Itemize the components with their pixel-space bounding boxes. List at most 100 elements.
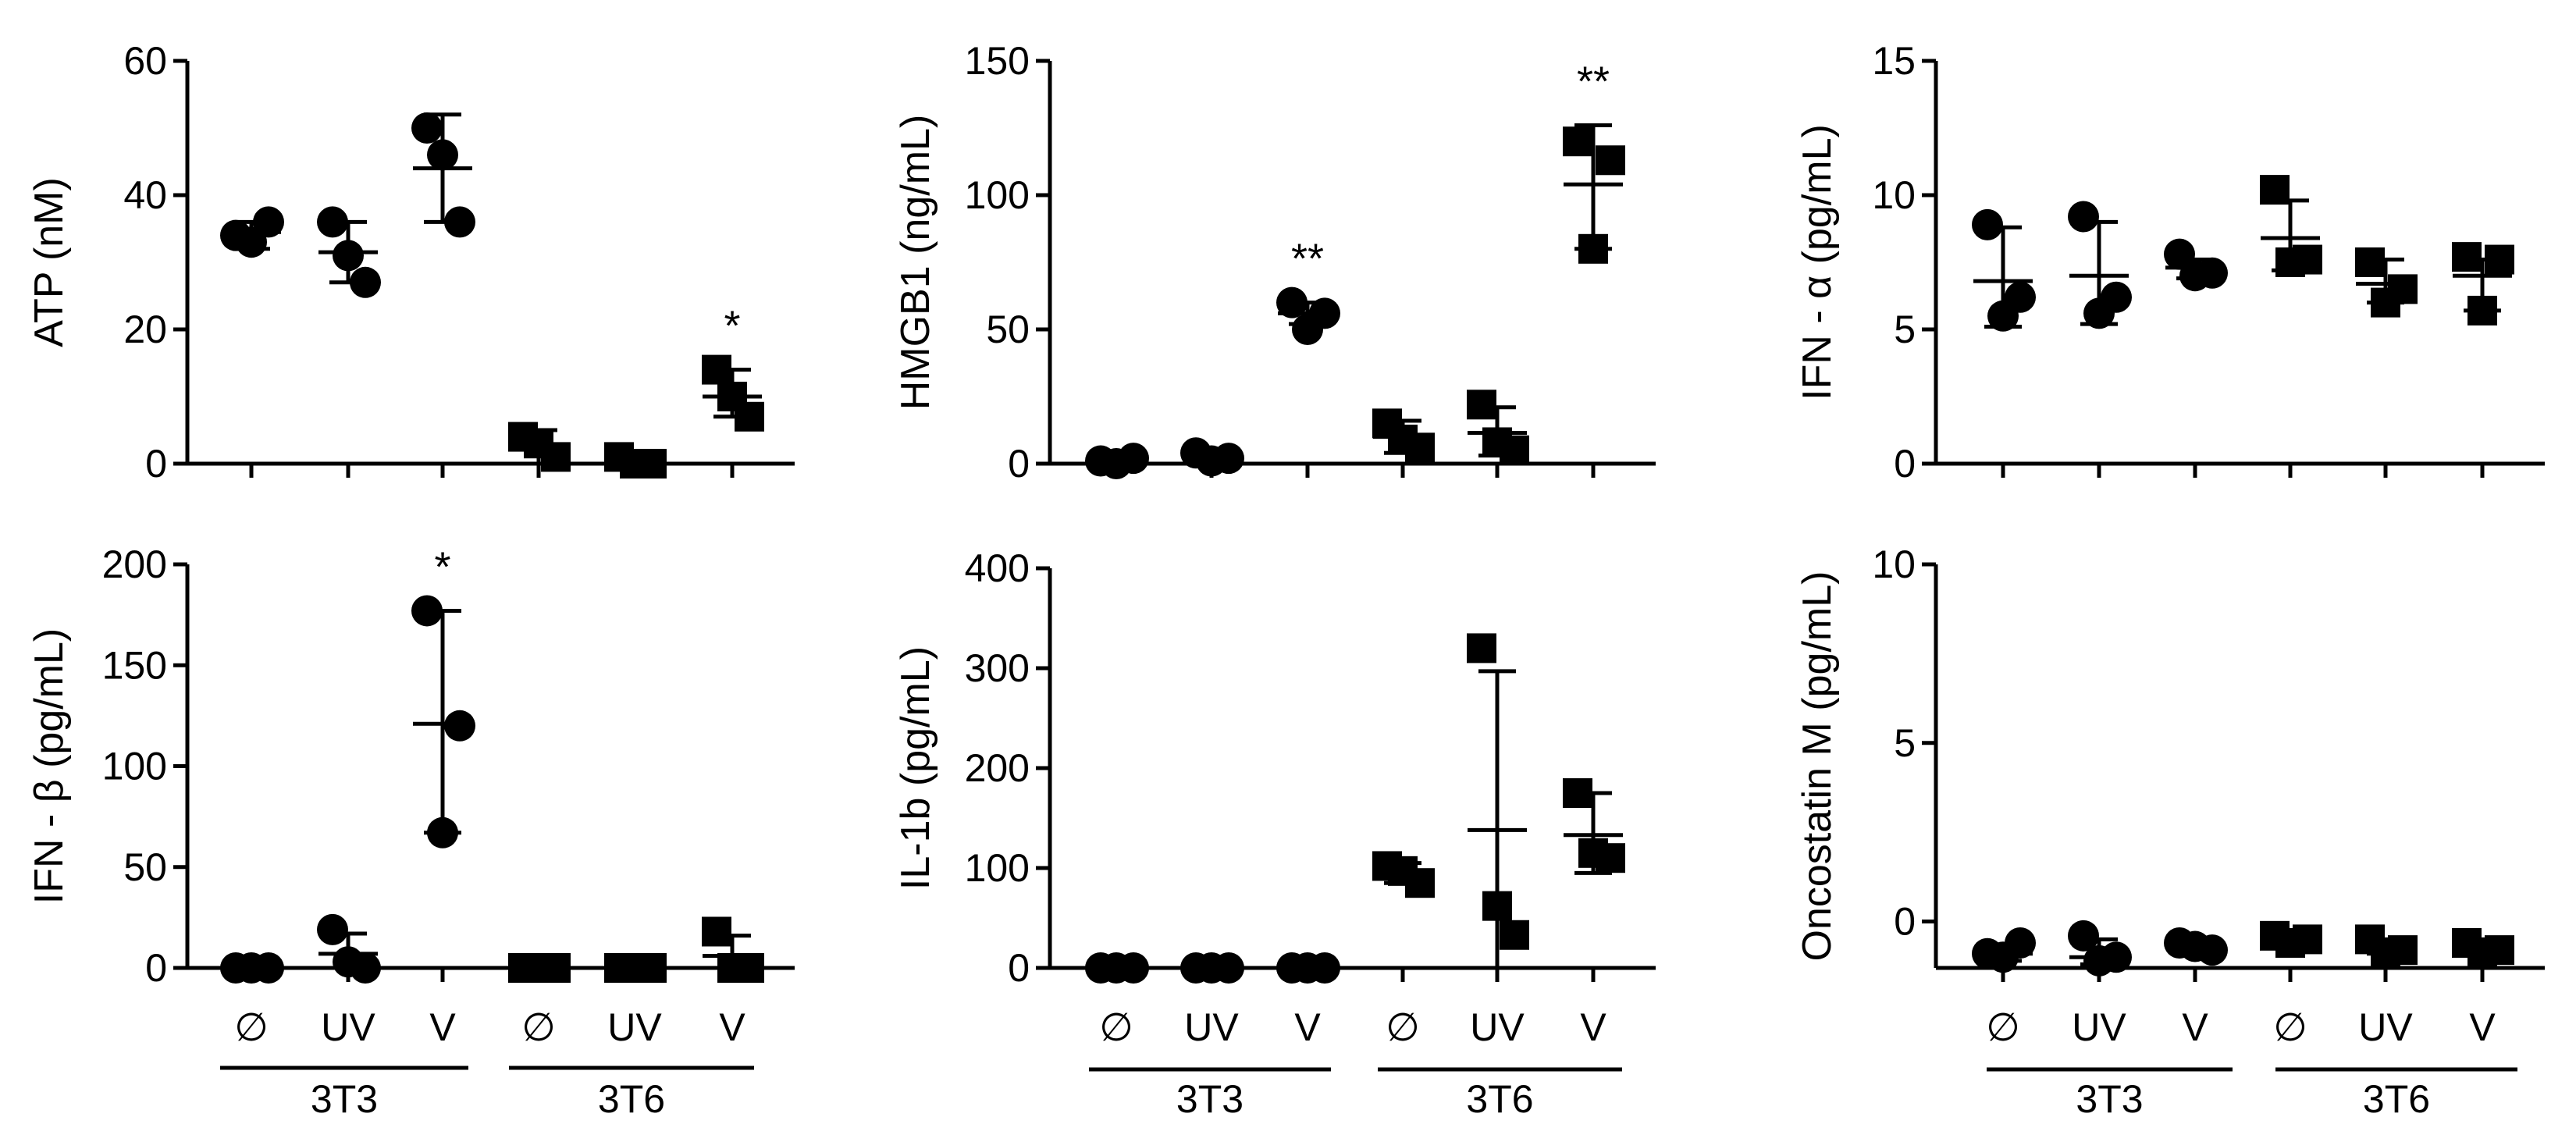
y-tick-label: 200 bbox=[102, 543, 167, 586]
data-point-square bbox=[2371, 287, 2400, 318]
x-category-label: UV bbox=[1470, 1005, 1525, 1049]
y-axis-label: IFN - α (pg/mL) bbox=[1795, 124, 1840, 400]
panel-osm: 0 5 10 Oncostatin M (pg/mL) ∅ UV V ∅ UV V 3T3 3T6 bbox=[1795, 543, 2545, 1121]
y-tick-label: 60 bbox=[123, 39, 167, 83]
data-point-square bbox=[2275, 247, 2305, 277]
data-point-circle bbox=[1276, 286, 1308, 318]
data-point-square bbox=[1388, 856, 1418, 886]
x-category-label: V bbox=[2182, 1005, 2208, 1049]
data-point-circle bbox=[2083, 945, 2115, 977]
group-label: 3T3 bbox=[2076, 1077, 2143, 1121]
data-point-square bbox=[2355, 247, 2385, 277]
data-point-square bbox=[1578, 233, 1608, 264]
y-tick-label: 150 bbox=[102, 643, 167, 687]
y-tick-label: 0 bbox=[1894, 442, 1916, 486]
data-point-square bbox=[702, 916, 731, 947]
data-point-square bbox=[1563, 126, 1592, 157]
data-point-square bbox=[2467, 938, 2497, 969]
y-tick-label: 50 bbox=[123, 845, 167, 889]
data-point-square bbox=[1388, 425, 1418, 455]
x-category-label: V bbox=[719, 1005, 745, 1049]
data-point-circle bbox=[1972, 208, 2003, 240]
data-point-square bbox=[1467, 633, 1496, 663]
data-point-square bbox=[1578, 838, 1608, 868]
data-point-circle bbox=[2083, 297, 2115, 329]
data-point-circle bbox=[2068, 920, 2099, 952]
data-point-circle bbox=[1292, 314, 1323, 345]
data-point-circle bbox=[333, 946, 364, 978]
data-point-square bbox=[2275, 927, 2305, 958]
data-point-circle bbox=[427, 139, 458, 171]
data-point-circle bbox=[1987, 300, 2019, 332]
data-point-circle bbox=[1101, 952, 1132, 984]
data-point-circle bbox=[1196, 952, 1227, 984]
y-tick-label: 100 bbox=[102, 745, 167, 788]
x-category-label: ∅ bbox=[234, 1005, 269, 1049]
x-category-label: V bbox=[1580, 1005, 1606, 1049]
y-tick-label: 10 bbox=[1872, 543, 1916, 586]
panel-ifnb: 0 50 100 150 200 IFN - β (pg/mL) ∅ UV * V ∅ UV V 3T3 3… bbox=[27, 543, 795, 1121]
data-point-square bbox=[524, 953, 553, 983]
data-point-circle bbox=[236, 952, 267, 984]
data-point-square bbox=[2371, 938, 2400, 969]
x-category-label: ∅ bbox=[2273, 1005, 2307, 1049]
y-axis-label: Oncostatin M (pg/mL) bbox=[1795, 571, 1840, 962]
x-category-label: V bbox=[2469, 1005, 2496, 1049]
data-point-square bbox=[1596, 145, 1625, 176]
y-tick-label: 100 bbox=[965, 173, 1030, 217]
x-category-label: V bbox=[429, 1005, 456, 1049]
data-point-circle bbox=[444, 710, 475, 742]
x-category-label: UV bbox=[2072, 1005, 2126, 1049]
data-point-circle bbox=[1196, 445, 1227, 477]
x-category-label: UV bbox=[321, 1005, 375, 1049]
y-tick-label: 100 bbox=[965, 846, 1030, 890]
group-label: 3T6 bbox=[1466, 1077, 1533, 1121]
y-tick-label: 400 bbox=[965, 546, 1030, 590]
y-tick-label: 5 bbox=[1894, 308, 1916, 351]
data-point-square bbox=[620, 449, 649, 479]
y-tick-label: 0 bbox=[1008, 442, 1030, 486]
data-point-circle bbox=[317, 913, 348, 945]
group-label: 3T6 bbox=[2363, 1077, 2430, 1121]
data-point-square bbox=[1467, 390, 1496, 420]
x-category-label: UV bbox=[1184, 1005, 1239, 1049]
x-category-label: UV bbox=[607, 1005, 662, 1049]
y-tick-label: 0 bbox=[1008, 946, 1030, 990]
data-point-square bbox=[2260, 175, 2290, 205]
y-tick-label: 40 bbox=[123, 173, 167, 217]
x-category-label: ∅ bbox=[1099, 1005, 1133, 1049]
y-tick-label: 200 bbox=[965, 746, 1030, 790]
data-point-circle bbox=[2164, 238, 2195, 270]
x-category-label: ∅ bbox=[521, 1005, 556, 1049]
significance-annotation: * bbox=[724, 303, 740, 350]
y-axis-label: IL-1b (pg/mL) bbox=[893, 646, 938, 890]
x-category-label: UV bbox=[2358, 1005, 2413, 1049]
significance-annotation: ** bbox=[1577, 59, 1610, 105]
y-tick-label: 15 bbox=[1872, 39, 1916, 83]
group-label: 3T3 bbox=[1176, 1077, 1244, 1121]
x-category-label: ∅ bbox=[1986, 1005, 2020, 1049]
data-point-circle bbox=[411, 595, 443, 627]
data-point-circle bbox=[444, 206, 475, 238]
y-tick-label: 5 bbox=[1894, 721, 1916, 765]
y-tick-label: 20 bbox=[123, 308, 167, 351]
y-tick-label: 0 bbox=[145, 946, 167, 990]
x-category-label: ∅ bbox=[1386, 1005, 1420, 1049]
group-label: 3T6 bbox=[598, 1077, 665, 1121]
data-point-square bbox=[2452, 242, 2482, 272]
data-point-square bbox=[702, 354, 731, 385]
data-point-circle bbox=[317, 206, 348, 238]
data-point-circle bbox=[1987, 941, 2019, 973]
y-tick-label: 0 bbox=[1894, 900, 1916, 944]
data-point-circle bbox=[333, 240, 364, 272]
data-point-circle bbox=[350, 266, 381, 298]
data-point-circle bbox=[2179, 260, 2211, 292]
data-point-circle bbox=[1101, 448, 1132, 479]
y-axis-label: ATP (nM) bbox=[27, 177, 72, 347]
significance-annotation: * bbox=[434, 543, 450, 590]
data-point-square bbox=[1563, 778, 1592, 808]
data-point-circle bbox=[2179, 930, 2211, 962]
y-tick-label: 50 bbox=[986, 308, 1030, 351]
